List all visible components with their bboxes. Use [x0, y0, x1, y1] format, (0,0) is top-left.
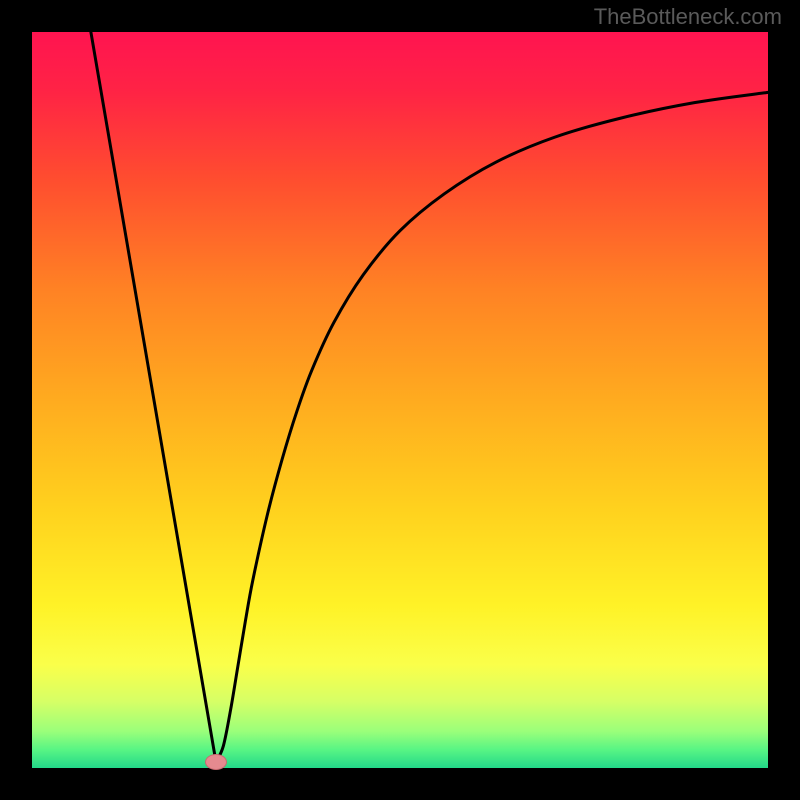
attribution-text: TheBottleneck.com — [594, 4, 782, 30]
plot-area — [32, 32, 768, 768]
chart-container: TheBottleneck.com — [0, 0, 800, 800]
optimum-marker — [205, 754, 227, 770]
curve-svg — [32, 32, 768, 768]
bottleneck-curve — [91, 32, 768, 762]
